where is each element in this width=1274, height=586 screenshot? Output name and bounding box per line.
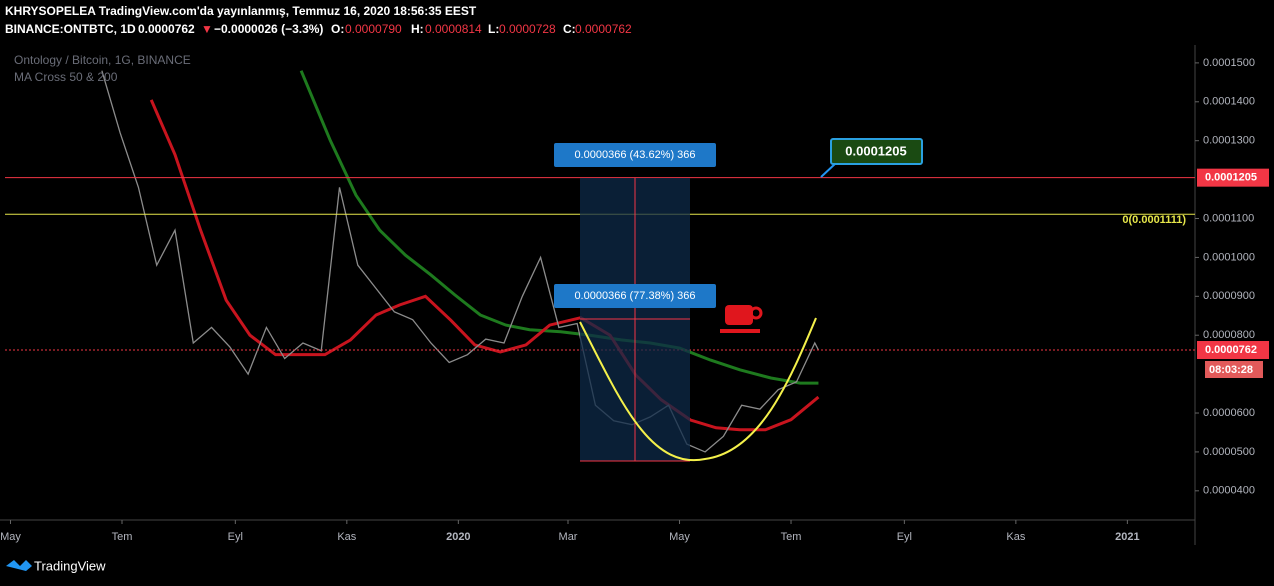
l-label: L: [488,22,499,36]
x-tick-label: Eyl [897,531,912,543]
timer: 08:03:28 [1209,364,1253,376]
brand: TradingView [6,558,106,573]
callout-pointer [820,162,837,178]
header-line: KHRYSOPELEA TradingView.com'da yayınlanm… [5,4,477,18]
y-tick-label: 0.0000400 [1203,485,1255,497]
c-label: C: [563,22,576,36]
price-badge-label: 0.0000762 [1205,344,1257,356]
x-tick-label: 2021 [1115,531,1139,543]
annotation: 0.0000366 (77.38%) 366 [574,290,695,302]
y-tick-label: 0.0000800 [1203,329,1255,341]
legend-indicator: MA Cross 50 & 200 [14,70,118,84]
y-tick-label: 0.0001300 [1203,135,1255,147]
o: 0.0000790 [345,22,402,36]
o-label: O: [331,22,344,36]
price-badge [1197,340,1269,359]
price-badge-label: 0.0001205 [1205,172,1257,184]
annotation: 0.0000366 (43.62%) 366 [574,149,695,161]
last: 0.0000762 [138,22,195,36]
y-tick-label: 0.0001000 [1203,251,1255,263]
x-tick-label: May [0,531,21,543]
ohlc-line: BINANCE:ONTBTC, 1D 0.0000762 ▼ −0.000002… [5,22,632,36]
brand-text: TradingView [34,558,106,573]
callout-box [830,138,923,165]
l: 0.0000728 [499,22,556,36]
y-tick-label: 0.0000600 [1203,407,1255,419]
change: −0.0000026 (−3.3%) [214,22,323,36]
y-tick-label: 0.0001400 [1203,96,1255,108]
x-tick-label: Tem [112,531,133,543]
h-label: H: [411,22,424,36]
callout: 0.0001205 [845,143,906,158]
x-tick-label: Kas [337,531,356,543]
c: 0.0000762 [575,22,632,36]
x-tick-label: Kas [1006,531,1025,543]
timer-badge [1205,360,1263,378]
annotation-box [554,284,716,308]
price-line [149,99,820,432]
footer-bar [0,548,1274,586]
cup-drawing [579,317,817,462]
price-line [101,70,820,453]
y-tick-label: 0.0001100 [1203,212,1254,224]
symbol: BINANCE:ONTBTC, 1D [5,22,136,36]
y-tick-label: 0.0000500 [1203,446,1255,458]
fib-label: 0(0.0001111) [1122,214,1186,226]
x-tick-label: May [669,531,690,543]
h: 0.0000814 [425,22,482,36]
x-tick-label: 2020 [446,531,470,543]
coffee-icon [720,305,763,333]
x-tick-label: Eyl [228,531,243,543]
x-tick-label: Mar [559,531,578,543]
price-badge [1197,168,1269,187]
arrow: ▼ [201,22,213,36]
x-tick-label: Tem [781,531,802,543]
y-tick-label: 0.0001500 [1203,57,1255,69]
annotation-box [554,143,716,167]
y-tick-label: 0.0000900 [1203,290,1255,302]
legend-pair: Ontology / Bitcoin, 1G, BINANCE [14,53,191,67]
